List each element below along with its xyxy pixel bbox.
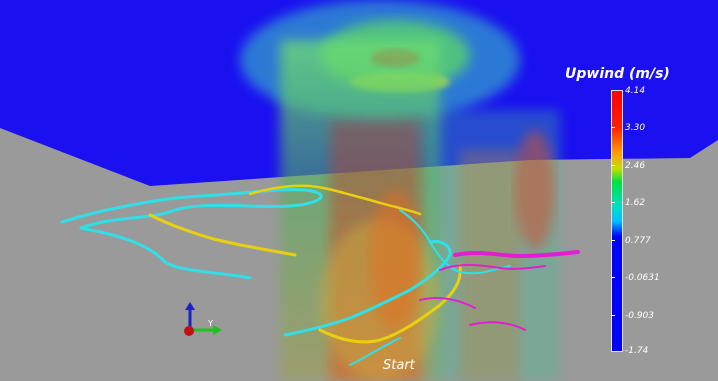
streamline-cyan [349, 337, 401, 366]
colorbar-tick-mark [611, 277, 615, 278]
colorbar-tick-label: -0.903 [625, 311, 655, 321]
colorbar-tick-mark [611, 202, 615, 203]
start-label: Start [383, 358, 415, 373]
streamline-cyan [399, 209, 511, 275]
colorbar [611, 90, 623, 352]
colorbar-tick-mark [611, 165, 615, 166]
axes-triad-icon: Y [184, 302, 222, 336]
streamlines [60, 184, 580, 366]
colorbar-tick-label: 4.14 [625, 86, 646, 96]
streamline-cyan [283, 240, 452, 337]
colorbar-tick-label: -0.0631 [625, 273, 660, 283]
streamline-magenta [469, 321, 526, 331]
colorbar-tick-mark [611, 315, 615, 316]
streamline-cyan [60, 188, 323, 280]
streamline-yellow [248, 184, 422, 216]
colorbar-tick-mark [611, 127, 615, 128]
streamline-yellow [148, 213, 297, 257]
colorbar-tick-label: 3.30 [625, 123, 646, 133]
colorbar-tick-mark [611, 240, 615, 241]
legend-title: Upwind (m/s) [565, 66, 670, 82]
colorbar-tick-label: 0.777 [625, 236, 651, 246]
colorbar-tick-label: 2.46 [625, 161, 646, 171]
streamline-yellow [318, 263, 462, 344]
streamline-magenta [439, 263, 546, 271]
streamline-magenta [453, 250, 580, 259]
colorbar-tick-label: 1.62 [625, 198, 646, 208]
streamline-magenta [419, 297, 476, 309]
axis-y-label: Y [207, 319, 213, 328]
colorbar-tick-label: -1.74 [625, 346, 649, 356]
